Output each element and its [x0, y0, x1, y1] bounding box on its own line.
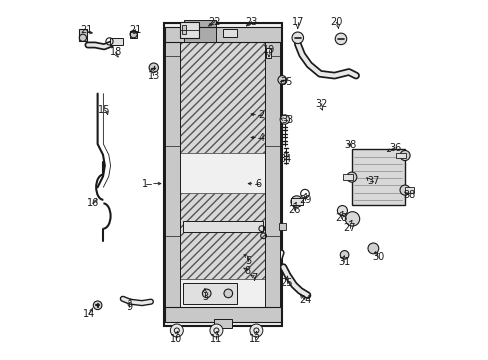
- Text: 18: 18: [109, 47, 122, 57]
- Bar: [404, 187, 413, 193]
- Text: 37: 37: [366, 176, 379, 186]
- Text: 21: 21: [129, 24, 142, 35]
- Bar: [396, 153, 405, 158]
- Circle shape: [335, 33, 346, 45]
- Text: 31: 31: [338, 257, 350, 267]
- Text: 29: 29: [298, 195, 310, 205]
- Bar: [163, 23, 282, 326]
- Text: 17: 17: [291, 17, 304, 27]
- Text: 20: 20: [329, 17, 342, 27]
- Bar: [165, 27, 280, 42]
- Text: 14: 14: [82, 309, 95, 319]
- Bar: [180, 153, 265, 193]
- Bar: [223, 29, 236, 37]
- Text: 7: 7: [251, 273, 257, 283]
- Circle shape: [249, 324, 263, 337]
- Bar: [180, 31, 265, 153]
- Bar: [165, 307, 280, 322]
- Circle shape: [224, 289, 232, 298]
- Text: 38: 38: [403, 190, 415, 200]
- Text: 26: 26: [287, 204, 300, 215]
- Text: 10: 10: [170, 334, 182, 344]
- Text: 2: 2: [258, 110, 264, 120]
- Text: 16: 16: [86, 198, 99, 208]
- Bar: [181, 25, 185, 34]
- Circle shape: [399, 150, 409, 161]
- Circle shape: [277, 76, 286, 84]
- Text: 24: 24: [298, 294, 310, 305]
- Bar: [180, 193, 265, 279]
- Text: 6: 6: [255, 179, 262, 189]
- Circle shape: [340, 251, 348, 259]
- Circle shape: [280, 115, 289, 124]
- Text: 3: 3: [202, 292, 207, 302]
- Bar: [265, 48, 270, 58]
- Text: 30: 30: [371, 252, 384, 262]
- Text: 9: 9: [126, 302, 132, 312]
- Text: 32: 32: [315, 99, 327, 109]
- Bar: [183, 20, 216, 42]
- Circle shape: [170, 324, 183, 337]
- Circle shape: [291, 32, 303, 44]
- Text: 5: 5: [244, 256, 251, 266]
- Circle shape: [209, 324, 223, 337]
- Circle shape: [346, 172, 356, 182]
- Text: 12: 12: [248, 334, 261, 344]
- Bar: [291, 198, 302, 205]
- Circle shape: [290, 196, 302, 207]
- Bar: [183, 221, 262, 232]
- Text: 1: 1: [142, 179, 148, 189]
- Bar: [183, 283, 236, 304]
- Text: 35: 35: [280, 77, 293, 87]
- Circle shape: [345, 212, 359, 226]
- Text: 19: 19: [263, 45, 275, 55]
- Text: 13: 13: [147, 71, 160, 81]
- Bar: [109, 38, 123, 45]
- Text: 22: 22: [208, 17, 221, 27]
- Text: 21: 21: [80, 24, 92, 35]
- Bar: [278, 223, 285, 230]
- Bar: [130, 31, 137, 38]
- Text: 34: 34: [279, 154, 291, 164]
- Circle shape: [93, 301, 102, 310]
- Circle shape: [367, 243, 378, 254]
- Bar: [79, 29, 87, 41]
- Text: 23: 23: [245, 17, 257, 27]
- Bar: [179, 22, 199, 38]
- Bar: [213, 319, 231, 328]
- Bar: [351, 149, 404, 205]
- Bar: [265, 27, 280, 322]
- Text: 4: 4: [258, 132, 264, 143]
- Text: 28: 28: [334, 213, 346, 223]
- Text: 11: 11: [209, 334, 222, 344]
- Text: 15: 15: [98, 105, 110, 115]
- Bar: [165, 27, 180, 322]
- Text: 25: 25: [280, 278, 293, 288]
- Bar: [343, 174, 352, 180]
- Circle shape: [399, 185, 409, 195]
- Circle shape: [337, 206, 347, 216]
- Text: 38: 38: [344, 140, 356, 150]
- Text: 33: 33: [280, 114, 292, 125]
- Circle shape: [149, 63, 158, 72]
- Text: 36: 36: [388, 143, 400, 153]
- Circle shape: [202, 289, 211, 298]
- Text: 27: 27: [343, 222, 355, 233]
- Text: 8: 8: [244, 266, 250, 276]
